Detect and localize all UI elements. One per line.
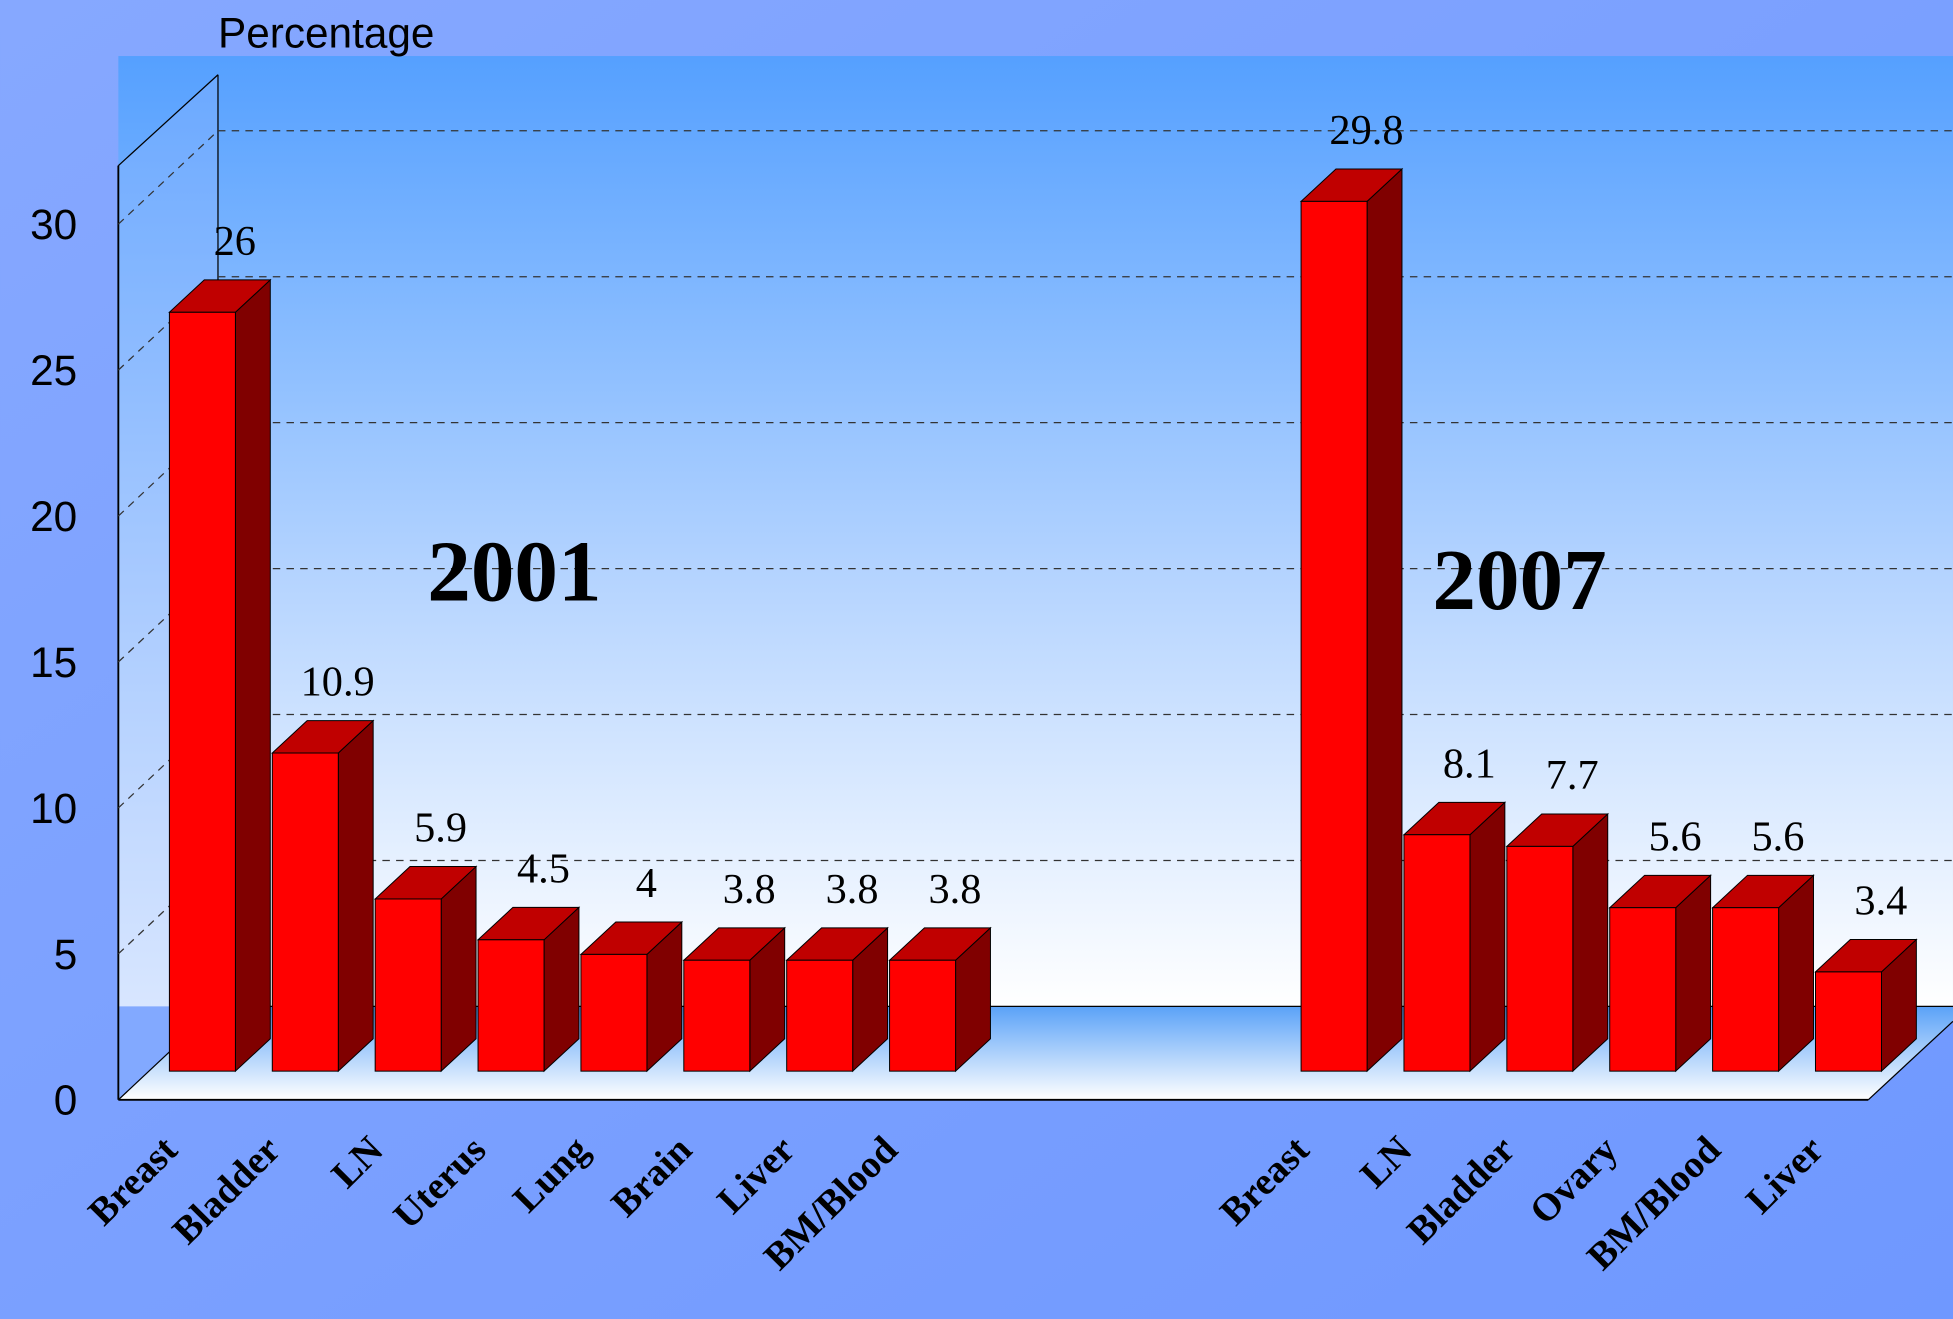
bar	[374, 898, 442, 1072]
plot-back	[118, 56, 1953, 1007]
value-label: 5.6	[1752, 813, 1805, 860]
value-label: 10.9	[301, 659, 375, 706]
bar	[683, 959, 751, 1072]
bar-side	[1469, 801, 1506, 1073]
floor-right-edge	[1867, 1020, 1953, 1101]
value-label: 3.8	[826, 866, 879, 913]
bar-side	[1366, 167, 1403, 1073]
value-label: 26	[214, 218, 256, 265]
bar-side	[440, 865, 477, 1073]
bar	[1712, 907, 1780, 1072]
value-label: 8.1	[1443, 740, 1496, 787]
y-tick-label: 15	[30, 639, 77, 686]
wall-top-edge	[117, 74, 219, 167]
bar-side	[1572, 812, 1609, 1073]
bar	[477, 939, 545, 1072]
y-tick-label: 5	[54, 931, 78, 978]
value-label: 4	[636, 860, 657, 907]
group-label: 2007	[1432, 531, 1606, 628]
y-tick-label: 0	[54, 1077, 78, 1124]
value-label: 4.5	[517, 846, 570, 893]
y-axis-label: Percentage	[218, 9, 435, 56]
value-label: 3.4	[1854, 878, 1907, 925]
bar	[1609, 907, 1677, 1072]
y-tick-label: 25	[30, 347, 77, 394]
bar	[889, 959, 957, 1072]
bar	[1506, 845, 1574, 1072]
y-tick-label: 30	[30, 201, 77, 248]
value-label: 7.7	[1546, 752, 1599, 799]
y-tick-label: 20	[30, 493, 77, 540]
bar	[271, 752, 339, 1072]
value-label: 3.8	[928, 866, 981, 913]
bar	[1403, 834, 1471, 1072]
bar	[1300, 200, 1368, 1072]
bar-side	[234, 278, 271, 1073]
value-label: 3.8	[723, 866, 776, 913]
bar-side	[1778, 874, 1814, 1073]
value-label: 5.6	[1649, 813, 1702, 860]
bar	[786, 959, 854, 1072]
bar	[168, 311, 236, 1072]
bar-side	[1675, 874, 1712, 1073]
grid-line	[117, 130, 219, 225]
group-label: 2001	[427, 522, 601, 619]
bar	[580, 953, 648, 1072]
bar	[1814, 971, 1882, 1072]
value-label: 5.9	[414, 805, 467, 852]
y-tick-label: 10	[30, 785, 77, 832]
bar-side	[337, 719, 374, 1073]
value-label: 29.8	[1329, 107, 1403, 154]
